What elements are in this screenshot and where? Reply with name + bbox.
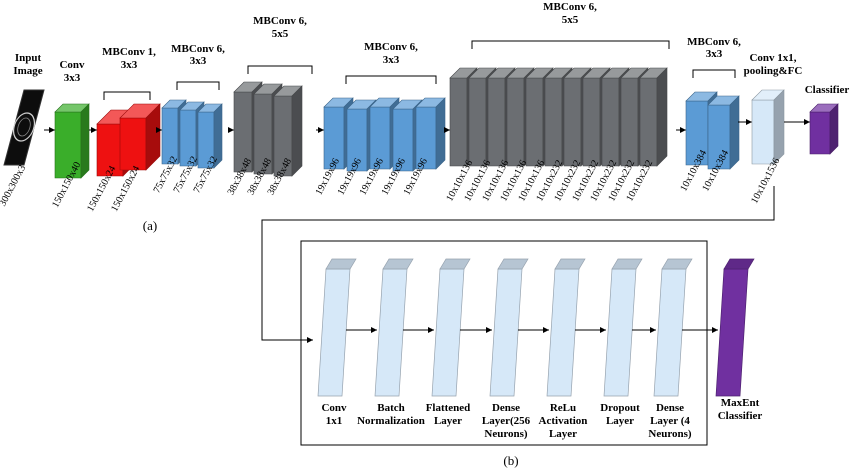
mb6b-title: MBConv 6, <box>253 15 307 27</box>
input-title: Input <box>15 52 42 64</box>
layer-b-7 <box>653 258 693 397</box>
classifier-title: Classifier <box>805 84 850 96</box>
layer-b-label-6-1: Dropout <box>600 402 640 414</box>
mb6b-title-line2: 5x5 <box>272 28 289 40</box>
mb6d-brace <box>471 40 670 49</box>
arrow-conv1-classifier <box>784 119 810 125</box>
input-image <box>3 89 45 166</box>
input-title-line2: Image <box>13 65 42 77</box>
layer-b-label-3-1: Flattened <box>426 402 471 414</box>
arrow-mb6a-mb6b <box>228 127 234 133</box>
conv1x1-fc-layer <box>751 89 785 165</box>
layer-b-label-4-2: Layer(256 <box>482 415 531 427</box>
conv3x3-layer <box>54 103 90 179</box>
layer-b-label-4-1: Dense <box>492 402 520 414</box>
layer-b-label-7-2: Layer (4 <box>650 415 690 427</box>
layer-b-label-6-2: Layer <box>606 415 634 427</box>
layer-b-label-1-1: Conv <box>321 402 347 414</box>
layer-b-label-4-3: Neurons) <box>484 428 528 440</box>
mb6d-title: MBConv 6, <box>543 1 597 13</box>
layer-b-5 <box>546 258 586 397</box>
mb6e-title-line2: 3x3 <box>706 48 723 60</box>
mb6e-brace <box>692 69 736 78</box>
layer-b-label-7-1: Dense <box>656 402 684 414</box>
maxent-label-2: Classifier <box>718 410 763 422</box>
mb6c-brace <box>345 75 437 84</box>
arrow-b-4 <box>518 327 549 333</box>
arrow-b-6 <box>632 327 656 333</box>
mb6c-layer-5 <box>415 97 446 170</box>
mb6d-title-line2: 5x5 <box>562 14 579 26</box>
caption-b: (b) <box>503 453 518 468</box>
conv-title: Conv <box>59 59 85 71</box>
layer-b-label-2-2: Normalization <box>357 415 425 427</box>
mb6b-layer-3 <box>273 85 303 177</box>
layer-b-3 <box>431 258 471 397</box>
arrow-b-2 <box>403 327 434 333</box>
caption-a: (a) <box>143 218 157 233</box>
arrow-input-conv <box>44 127 55 133</box>
mb6b-brace <box>247 65 313 74</box>
layer-b-label-1-2: 1x1 <box>326 415 343 427</box>
layer-b-label-5-2: Activation <box>539 415 588 427</box>
arrow-b-5 <box>575 327 606 333</box>
layer-b-1 <box>317 258 357 397</box>
arrow-b-7 <box>682 327 718 333</box>
mb6e-layer-2 <box>707 95 740 170</box>
mbconv1-brace <box>103 91 151 100</box>
arrow-conv-mb1 <box>89 127 97 133</box>
maxent-classifier-block <box>715 258 755 397</box>
mb1-title: MBConv 1, <box>102 46 156 58</box>
arrow-mb6c-mb6d <box>444 127 450 133</box>
mb6a-title: MBConv 6, <box>171 43 225 55</box>
mb6a-title-line2: 3x3 <box>190 55 207 67</box>
arrow-mb6e-conv1 <box>738 119 752 125</box>
arrow-b-1 <box>346 327 377 333</box>
mb6a-brace <box>176 81 220 90</box>
conv1-title: Conv 1x1, <box>749 52 796 64</box>
layer-b-2 <box>374 258 414 397</box>
classifier-block <box>809 103 839 155</box>
input-dim: 300x300x3 <box>0 163 28 208</box>
arrow-mb1-mb6a <box>156 127 162 133</box>
connector-arrowhead <box>296 337 313 343</box>
layer-b-label-3-2: Layer <box>434 415 462 427</box>
arrow-b-3 <box>460 327 492 333</box>
section-b-frame <box>300 240 708 446</box>
mb6d-layer-11 <box>639 67 668 167</box>
mb6e-title: MBConv 6, <box>687 36 741 48</box>
mb6a-layer-3 <box>197 103 223 169</box>
layer-b-label-7-3: Neurons) <box>648 428 692 440</box>
arrow-mb6b-mb6c <box>316 127 324 133</box>
connector-a-to-b <box>261 186 775 341</box>
layer-b-label-5-1: ReLu <box>550 402 576 414</box>
maxent-label-1: MaxEnt <box>721 397 760 409</box>
conv-title-line2: 3x3 <box>64 72 81 84</box>
layer-b-6 <box>603 258 643 397</box>
mb6c-title: MBConv 6, <box>364 41 418 53</box>
layer-b-label-5-3: Layer <box>549 428 577 440</box>
layer-b-4 <box>489 258 529 397</box>
conv1-title-line2: pooling&FC <box>744 65 803 77</box>
arrow-mb6d-mb6e <box>676 127 686 133</box>
mb1-title-line2: 3x3 <box>121 59 138 71</box>
mb6c-title-line2: 3x3 <box>383 54 400 66</box>
mbconv1-layer-2 <box>119 103 161 171</box>
layer-b-label-2-1: Batch <box>377 402 405 414</box>
